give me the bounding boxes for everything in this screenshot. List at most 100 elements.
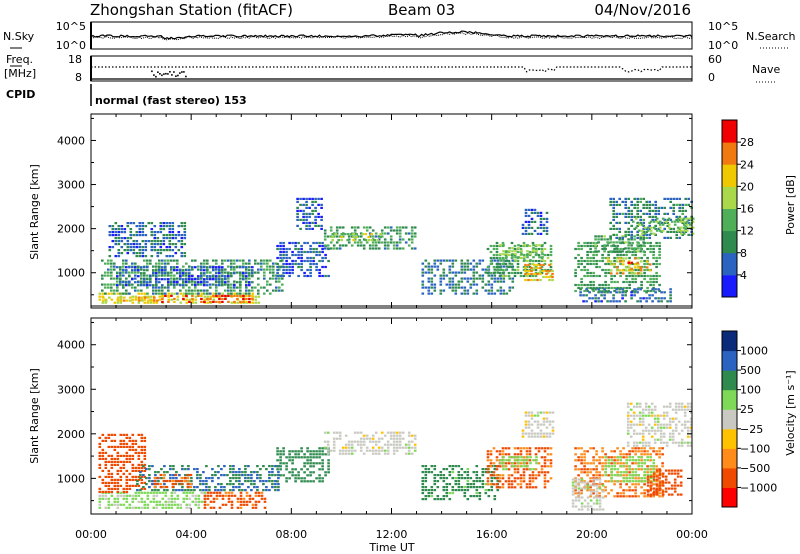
heatmap-cell <box>616 471 619 474</box>
heatmap-cell <box>119 281 122 284</box>
heatmap-cell <box>254 271 257 274</box>
heatmap-cell <box>176 506 180 509</box>
heatmap-cell <box>615 227 618 230</box>
heatmap-cell <box>276 274 279 278</box>
heatmap-cell <box>689 429 693 432</box>
heatmap-cell <box>430 495 434 498</box>
heatmap-cell <box>299 203 302 206</box>
heatmap-cell <box>300 265 303 269</box>
heatmap-cell <box>613 462 616 465</box>
heatmap-cell <box>534 447 538 450</box>
heatmap-cell <box>682 217 686 220</box>
heatmap-cell <box>640 450 643 453</box>
heatmap-cell <box>610 480 613 483</box>
heatmap-cell <box>386 452 390 455</box>
heatmap-cell <box>427 280 431 283</box>
heatmap-cell <box>637 459 640 462</box>
heatmap-cell <box>125 497 129 500</box>
heatmap-cell <box>536 411 540 414</box>
heatmap-cell <box>221 503 225 506</box>
colorbar-swatch <box>722 120 737 143</box>
heatmap-cell <box>138 296 141 299</box>
heatmap-cell <box>607 271 610 275</box>
heatmap-cell <box>326 247 330 250</box>
heatmap-cell <box>217 477 220 480</box>
heatmap-cell <box>371 238 375 241</box>
heatmap-cell <box>123 299 126 302</box>
heatmap-cell <box>221 269 224 272</box>
heatmap-cell <box>592 508 596 511</box>
heatmap-cell <box>655 256 658 260</box>
heatmap-cell <box>517 247 520 250</box>
heatmap-cell <box>631 474 634 477</box>
heatmap-cell <box>487 274 491 277</box>
heatmap-cell <box>305 221 308 224</box>
heatmap-cell <box>272 274 275 277</box>
heatmap-cell <box>487 283 491 286</box>
heatmap-cell <box>248 294 251 297</box>
heatmap-cell <box>367 239 370 242</box>
heatmap-cell <box>159 231 163 234</box>
heatmap-cell <box>285 256 288 260</box>
heatmap-cell <box>574 468 577 471</box>
heatmap-cell <box>138 249 142 252</box>
heatmap-cell <box>637 480 640 483</box>
heatmap-cell <box>392 443 396 446</box>
heatmap-cell <box>677 432 681 435</box>
heatmap-cell <box>197 506 201 509</box>
heatmap-cell <box>350 446 354 449</box>
heatmap-cell <box>662 405 666 408</box>
heatmap-cell <box>670 493 674 496</box>
heatmap-cell <box>306 447 309 450</box>
heatmap-cell <box>233 259 236 262</box>
heatmap-cell <box>633 266 637 269</box>
heatmap-cell <box>245 297 248 300</box>
heatmap-cell <box>230 294 233 297</box>
heatmap-cell <box>421 283 425 286</box>
heatmap-cell <box>194 266 197 269</box>
heatmap-cell <box>644 429 648 432</box>
heatmap-cell <box>537 253 541 257</box>
heatmap-cell <box>253 471 256 474</box>
heatmap-cell <box>158 298 162 301</box>
heatmap-cell <box>314 209 317 212</box>
heatmap-cell <box>145 483 148 486</box>
heatmap-cell <box>265 486 268 489</box>
heatmap-cell <box>681 209 684 212</box>
heatmap-cell <box>137 454 141 457</box>
heatmap-cell <box>577 474 580 477</box>
heatmap-cell <box>668 423 672 426</box>
heatmap-cell <box>484 289 488 292</box>
heatmap-cell <box>101 259 104 262</box>
heatmap-cell <box>335 229 339 232</box>
heatmap-cell <box>138 234 142 237</box>
heatmap-cell <box>250 471 253 474</box>
heatmap-cell <box>383 443 387 446</box>
heatmap-cell <box>683 423 687 426</box>
heatmap-cell <box>170 506 174 509</box>
heatmap-cell <box>612 300 615 303</box>
heatmap-cell <box>523 465 526 468</box>
heatmap-cell <box>539 263 542 267</box>
heatmap-cell <box>404 226 408 229</box>
heatmap-cell <box>129 234 133 237</box>
colorbar-tick-label: 20 <box>740 180 754 193</box>
heatmap-cell <box>413 437 417 440</box>
heatmap-cell <box>601 490 605 493</box>
heatmap-cell <box>329 247 333 250</box>
heatmap-cell <box>595 495 598 498</box>
heatmap-cell <box>609 203 612 206</box>
heatmap-cell <box>128 484 132 487</box>
heatmap-cell <box>519 453 523 456</box>
heatmap-cell <box>677 441 681 444</box>
heatmap-cell <box>110 466 114 469</box>
heatmap-cell <box>134 494 138 497</box>
heatmap-cell <box>110 494 114 497</box>
heatmap-cell <box>583 283 586 287</box>
heatmap-cell <box>162 228 166 231</box>
heatmap-cell <box>274 486 277 489</box>
heatmap-cell <box>610 274 613 278</box>
heatmap-cell <box>594 288 597 291</box>
heatmap-cell <box>525 486 529 489</box>
